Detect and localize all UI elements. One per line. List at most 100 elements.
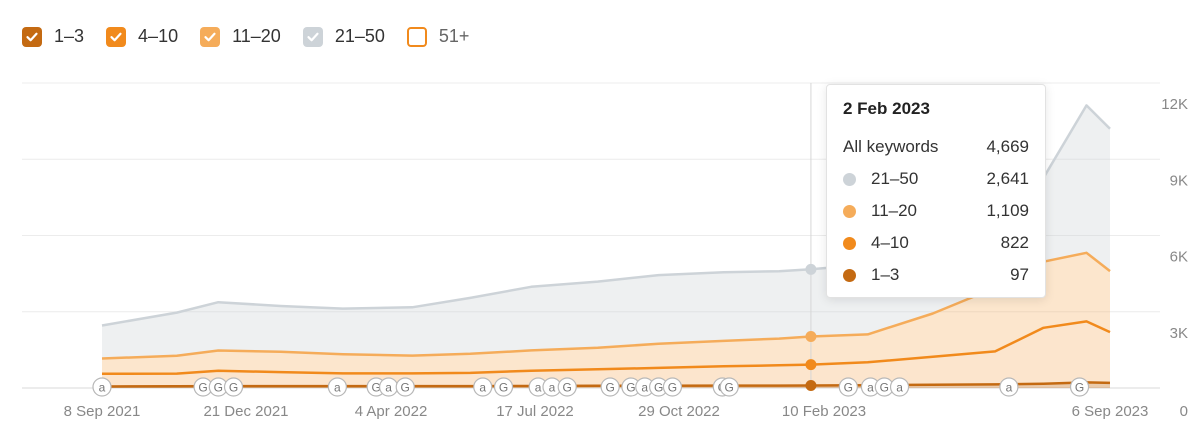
legend-label: 51+	[438, 26, 470, 46]
marker-label: G	[844, 381, 853, 395]
legend-label: 21–50	[334, 26, 385, 46]
tooltip-row-label: 4–10	[871, 233, 909, 252]
tooltip-total-label: All keywords	[843, 137, 939, 156]
tooltip-row-value: 1,109	[986, 201, 1029, 220]
marker-label: G	[605, 381, 614, 395]
legend-item-21-50[interactable]: 21–50	[302, 26, 385, 47]
annotation-marker-a: a	[528, 377, 548, 397]
legend-item-4-10[interactable]: 4–10	[106, 26, 178, 47]
y-tick-label: 3K	[1170, 325, 1188, 342]
marker-circle	[92, 377, 112, 397]
y-tick-label: 0	[1180, 403, 1188, 420]
marker-circle	[473, 377, 493, 397]
annotation-marker-a: a	[92, 377, 112, 397]
area-11–20	[102, 252, 1110, 374]
checkbox-checked-icon[interactable]	[22, 26, 42, 47]
y-tick-label: 9K	[1170, 172, 1188, 189]
x-tick-label: 8 Sep 2021	[64, 403, 141, 420]
annotation-marker-a: a	[635, 377, 655, 397]
annotation-markers: aGGGaGaGaGaaGGGaGGGGGaGaaG	[92, 377, 1090, 397]
tooltip-row-21-50: 21–50 2,641	[843, 163, 1029, 195]
y-tick-label: 6K	[1170, 249, 1188, 266]
tooltip-row-label: 21–50	[871, 169, 919, 188]
x-tick-label: 29 Oct 2022	[638, 403, 720, 420]
tooltip-row-1-3: 1–3 97	[843, 259, 1029, 291]
marker-circle	[223, 377, 244, 397]
annotation-marker-a: a	[379, 377, 399, 397]
marker-label: a	[535, 381, 542, 395]
x-tick-label: 17 Jul 2022	[496, 403, 574, 420]
hover-dot-1–3	[805, 380, 817, 392]
tooltip-row-4-10: 4–10 822	[843, 227, 1029, 259]
marker-label: G	[880, 381, 889, 395]
tooltip-total-value: 4,669	[986, 137, 1029, 156]
marker-label: a	[479, 381, 486, 395]
chart-legend: 1–3 4–10 11–20 21–50 51+	[22, 26, 491, 47]
annotation-marker-a: a	[327, 377, 347, 397]
annotation-marker-G: G	[1069, 377, 1090, 397]
checkbox-checked-icon[interactable]	[302, 26, 323, 47]
hover-crosshair	[805, 83, 817, 392]
legend-item-1-3[interactable]: 1–3	[22, 26, 84, 47]
series-dot-icon	[843, 236, 856, 250]
marker-label: G	[371, 381, 380, 395]
marker-label: G	[563, 381, 572, 395]
hover-dot-21–50	[805, 263, 817, 275]
annotation-marker-G: G	[838, 377, 858, 397]
marker-circle	[600, 377, 620, 397]
series-line-4–10	[101, 320, 1111, 376]
checkbox-checked-icon[interactable]	[106, 26, 127, 47]
annotation-marker-a: a	[889, 377, 910, 397]
marker-circle	[999, 377, 1019, 397]
marker-label: G	[499, 381, 508, 395]
annotation-marker-G: G	[662, 377, 683, 397]
hover-dot-11–20	[805, 330, 817, 342]
annotation-marker-G: G	[493, 377, 514, 397]
x-tick-label: 6 Sep 2023	[1072, 403, 1149, 420]
marker-circle	[889, 377, 910, 397]
marker-label: a	[334, 381, 341, 395]
annotation-marker-a: a	[473, 377, 493, 397]
marker-label: G	[198, 381, 207, 395]
marker-label: a	[896, 381, 903, 395]
series-dot-icon	[843, 172, 856, 186]
marker-circle	[395, 377, 415, 397]
series-dot-icon	[843, 268, 856, 282]
marker-label: G	[1075, 381, 1084, 395]
marker-label: a	[867, 381, 874, 395]
tooltip-row-value: 97	[1010, 265, 1029, 284]
marker-circle	[557, 377, 577, 397]
marker-label: G	[725, 381, 734, 395]
marker-circle	[719, 377, 739, 397]
x-tick-label: 4 Apr 2022	[355, 403, 428, 420]
area-4–10	[102, 321, 1110, 387]
marker-label: a	[549, 381, 556, 395]
marker-circle	[327, 377, 347, 397]
y-tick-label: 12K	[1161, 96, 1188, 113]
legend-label: 11–20	[232, 26, 281, 46]
tooltip-row-label: 11–20	[871, 201, 918, 220]
chart-tooltip: 2 Feb 2023 All keywords 4,669 21–50 2,64…	[826, 84, 1046, 298]
marker-label: G	[626, 381, 635, 395]
series-dot-icon	[843, 204, 856, 218]
legend-item-51-plus[interactable]: 51+	[406, 26, 470, 47]
annotation-marker-G: G	[395, 377, 415, 397]
marker-circle	[662, 377, 683, 397]
checkbox-unchecked-icon[interactable]	[406, 26, 427, 47]
annotation-marker-G: G	[557, 377, 577, 397]
tooltip-row-value: 822	[1000, 233, 1029, 252]
legend-label: 4–10	[138, 26, 179, 46]
marker-circle	[493, 377, 514, 397]
legend-label: 1–3	[54, 26, 85, 46]
marker-label: a	[385, 381, 392, 395]
x-tick-label: 21 Dec 2021	[203, 403, 288, 420]
marker-label: G	[229, 381, 238, 395]
marker-circle	[838, 377, 858, 397]
annotation-marker-G: G	[719, 377, 739, 397]
marker-circle	[1069, 377, 1090, 397]
annotation-marker-G: G	[223, 377, 244, 397]
checkbox-checked-icon[interactable]	[200, 26, 221, 47]
marker-label: G	[668, 381, 677, 395]
marker-label: G	[214, 381, 223, 395]
legend-item-11-20[interactable]: 11–20	[200, 26, 281, 47]
